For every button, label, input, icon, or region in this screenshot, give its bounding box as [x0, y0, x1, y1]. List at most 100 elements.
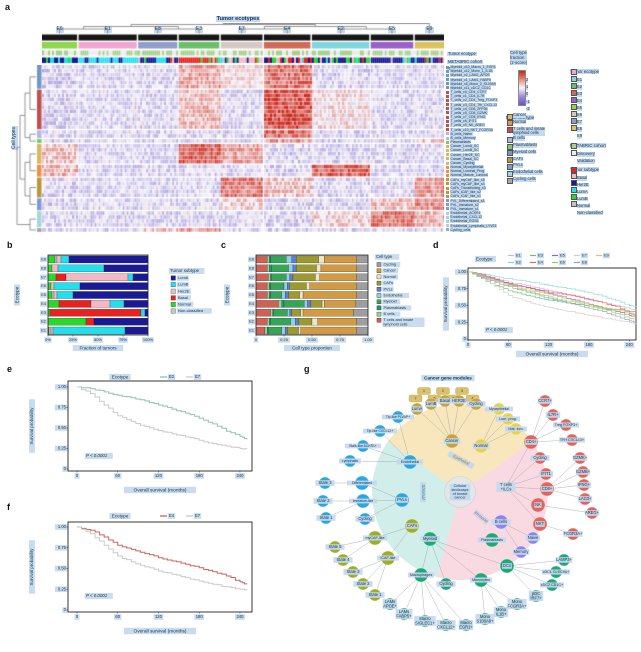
tumor-subtype-legend-title: Tumor subtype [570, 167, 600, 173]
bar-seg-E9 [255, 255, 268, 264]
node-label-gzmb: GZMB+ [575, 469, 591, 475]
panel-a-title: Tumor ecotypes [168, 7, 308, 25]
ytick: 0 [62, 466, 68, 472]
metabric-cohort-legend-title: METABRIC cohort [570, 143, 606, 149]
bar-seg-E8 [292, 264, 297, 273]
bar-seg-E6 [53, 282, 81, 290]
node-label-mono: Monocytes [470, 577, 492, 583]
bar-seg-E9 [68, 255, 149, 264]
bar-seg-E8 [51, 264, 59, 273]
row-celltype-swatch [446, 215, 449, 219]
bar-seg-E8 [296, 264, 317, 273]
heatmap-row-label: Myeloid_c2_LAM2_APOE [446, 73, 541, 78]
svg-text:0%: 0% [45, 337, 51, 342]
svg-text:Tumor subtype: Tumor subtype [170, 268, 200, 273]
heatmap-row-label: CAFs_Transitioning_s3 [446, 185, 541, 190]
node-label-ifng: IFNG+ [576, 482, 592, 488]
bar-seg-E4 [310, 300, 323, 308]
legend-item-E1: E1 [514, 253, 522, 259]
heatmap-row-label: Normal_Mature_Luminal [446, 173, 541, 178]
bar-seg-E6 [255, 282, 268, 290]
node-label-tfh: TFH CXCL13+ [558, 437, 586, 443]
svg-text:Cycling: Cycling [384, 262, 396, 266]
gene-module-box-3 [455, 387, 469, 395]
major-celltype-item: T cells and innate lymphoid cells [513, 125, 546, 136]
gene-module-box-1 [417, 387, 431, 395]
major-celltype-swatch [507, 120, 513, 127]
bar-seg-E6 [79, 282, 149, 290]
bar-seg-E7 [289, 273, 294, 281]
km-curve-E4 [468, 271, 637, 316]
sector-stromal [372, 441, 460, 578]
xtick: 0 [465, 342, 471, 348]
ytick: 0.25 [54, 446, 68, 452]
svg-text:IFNG+: IFNG+ [578, 482, 591, 487]
row-celltype-swatch [446, 190, 449, 194]
bar-seg-E1 [284, 326, 288, 335]
heatmap-row-label: T_cells_c2_CD4_Treg_FOXP3 [446, 98, 541, 103]
bar-seg-E1 [268, 326, 282, 335]
svg-text:E1: E1 [516, 253, 522, 258]
svg-text:0.50: 0.50 [458, 303, 467, 308]
panel-b-chart: E1 E2 E3 E4 E5 E6 E7 E8 E9 0% 25% 50% 75% 100% Fractio… [13, 254, 212, 352]
bar-seg-E9 [60, 255, 70, 264]
svg-text:Survival probability: Survival probability [29, 407, 34, 445]
node-label-tcell: T cells +ILCs [496, 482, 516, 493]
legend-swatch [571, 103, 577, 110]
row-celltype-swatch [446, 165, 449, 169]
legend-item: Plasmablasts [382, 305, 412, 311]
bar-seg-E8 [356, 264, 369, 273]
heatmap-row-label: Cancer_LumB_SC [446, 148, 541, 153]
xtick: 0.25 [278, 337, 290, 343]
legend-item-E9: E9 [602, 253, 610, 259]
xtick: 60 [114, 614, 122, 620]
bar-seg-E6 [306, 282, 310, 290]
xtick: 75% [118, 337, 128, 343]
svg-text:Cancer: Cancer [384, 269, 397, 273]
gene-module-box-7 [408, 394, 423, 403]
node-label-myoep: Myoepithelial [484, 406, 514, 412]
legend-item: E7 [577, 119, 583, 125]
svg-text:Plasmablasts: Plasmablasts [481, 538, 503, 542]
gene-module-box-2 [436, 387, 450, 395]
legend-title: Ecotype [109, 373, 131, 381]
heatmap-row-label: CAFs_myCAF_like_s4 [446, 181, 541, 186]
bar-seg-E4 [47, 300, 60, 308]
node-label-her2e: HER2E [451, 398, 467, 404]
node-label-luma: LumA [410, 406, 424, 412]
node-label-cyct: Cycling [530, 455, 550, 461]
bar-seg-E8 [267, 264, 270, 273]
ytick-E7: E7 [40, 274, 48, 280]
svg-text:1.00: 1.00 [364, 337, 373, 342]
xtick: 120 [153, 614, 164, 620]
xtick: 180 [194, 614, 205, 620]
bar-seg-E3 [273, 309, 288, 317]
bar-seg-E8 [255, 264, 268, 273]
svg-text:CAFs: CAFs [407, 523, 417, 528]
row-celltype-swatch [446, 182, 449, 186]
panel-letter-f: f [7, 502, 10, 512]
xtick: 0.50 [306, 337, 318, 343]
row-celltype-swatch [446, 228, 449, 232]
xtick: 1.00 [362, 337, 374, 343]
major-celltype-item: Cycling cells [513, 176, 536, 182]
row-celltype-swatch [446, 132, 449, 136]
row-celltype-swatch [446, 169, 449, 173]
node-label-st5c: State 5 [325, 544, 345, 550]
gene-module-number: 6 [433, 396, 436, 401]
legend-swatch [571, 194, 577, 201]
major-celltype-swatch [507, 113, 513, 120]
node-label-msig: Macro SIGLEC1+ [414, 616, 436, 627]
svg-text:Stalk-like ACKR1+: Stalk-like ACKR1+ [349, 444, 377, 448]
fraction-tick: 1 [526, 84, 529, 90]
km-curve-E1 [468, 271, 637, 311]
annot-ecotype-text: Tumor ecotype [447, 50, 477, 57]
row-celltype-swatch [446, 203, 449, 207]
svg-text:Tip-like CXCL12+: Tip-like CXCL12+ [367, 429, 394, 433]
svg-text:Basal: Basal [178, 295, 188, 300]
ylabel: Survival probability [29, 399, 35, 453]
svg-text:60: 60 [506, 342, 511, 347]
bar-seg-E9 [56, 255, 62, 264]
